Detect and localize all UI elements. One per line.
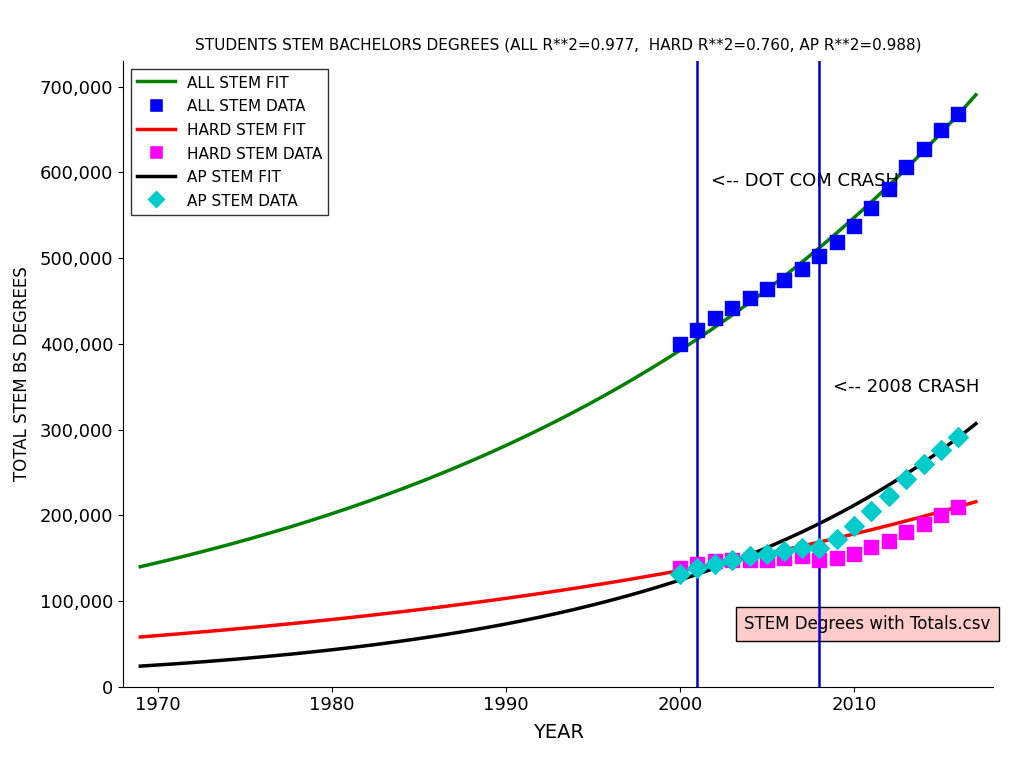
X-axis label: YEAR: YEAR bbox=[532, 723, 584, 742]
Point bbox=[863, 541, 880, 553]
Point bbox=[811, 542, 827, 554]
Point bbox=[689, 324, 706, 336]
Point bbox=[759, 283, 775, 295]
Point bbox=[776, 546, 793, 558]
Point bbox=[846, 220, 862, 232]
Point bbox=[898, 473, 914, 485]
Point bbox=[672, 562, 688, 575]
Point bbox=[672, 568, 688, 580]
Point bbox=[828, 533, 845, 546]
Point bbox=[846, 520, 862, 532]
Point bbox=[724, 554, 740, 566]
Legend: ALL STEM FIT, ALL STEM DATA, HARD STEM FIT, HARD STEM DATA, AP STEM FIT, AP STEM: ALL STEM FIT, ALL STEM DATA, HARD STEM F… bbox=[130, 69, 329, 215]
Point bbox=[794, 542, 810, 554]
Point bbox=[950, 431, 967, 443]
Point bbox=[863, 505, 880, 517]
Point bbox=[915, 518, 932, 530]
Point bbox=[794, 263, 810, 275]
Point bbox=[933, 444, 949, 456]
Point bbox=[933, 124, 949, 137]
Point bbox=[759, 548, 775, 560]
Point bbox=[794, 550, 810, 562]
Point bbox=[950, 108, 967, 121]
Point bbox=[828, 552, 845, 565]
Point bbox=[689, 558, 706, 570]
Point bbox=[863, 201, 880, 214]
Point bbox=[776, 275, 793, 287]
Point bbox=[672, 338, 688, 350]
Point bbox=[846, 548, 862, 560]
Text: <-- DOT COM CRASH: <-- DOT COM CRASH bbox=[712, 172, 899, 190]
Point bbox=[759, 554, 775, 566]
Text: <-- 2008 CRASH: <-- 2008 CRASH bbox=[834, 378, 980, 396]
Point bbox=[915, 458, 932, 470]
Point bbox=[950, 501, 967, 513]
Point bbox=[707, 312, 723, 324]
Point bbox=[811, 554, 827, 566]
Text: STEM Degrees with Totals.csv: STEM Degrees with Totals.csv bbox=[743, 615, 990, 633]
Point bbox=[707, 558, 723, 570]
Point bbox=[741, 550, 758, 562]
Point bbox=[724, 554, 740, 566]
Point bbox=[741, 292, 758, 304]
Point bbox=[828, 236, 845, 248]
Point bbox=[881, 491, 897, 503]
Point bbox=[881, 182, 897, 195]
Point bbox=[811, 250, 827, 262]
Point bbox=[915, 143, 932, 156]
Point bbox=[689, 562, 706, 575]
Y-axis label: TOTAL STEM BS DEGREES: TOTAL STEM BS DEGREES bbox=[13, 266, 32, 481]
Point bbox=[741, 554, 758, 566]
Title: STUDENTS STEM BACHELORS DEGREES (ALL R**2=0.977,  HARD R**2=0.760, AP R**2=0.988: STUDENTS STEM BACHELORS DEGREES (ALL R**… bbox=[195, 38, 922, 53]
Point bbox=[898, 526, 914, 539]
Point bbox=[707, 555, 723, 567]
Point bbox=[881, 535, 897, 547]
Point bbox=[776, 552, 793, 565]
Point bbox=[898, 161, 914, 173]
Point bbox=[933, 509, 949, 521]
Point bbox=[724, 302, 740, 314]
